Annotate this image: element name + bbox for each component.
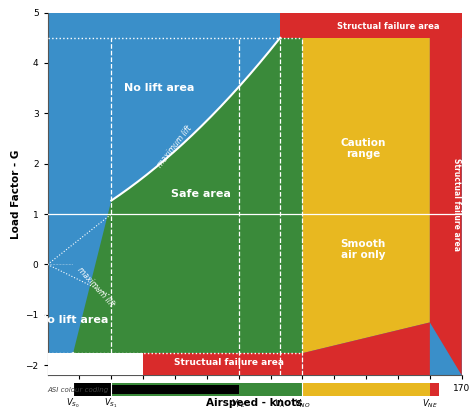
Text: Structual failure area: Structual failure area	[337, 22, 439, 31]
Text: maximum lift: maximum lift	[75, 265, 116, 309]
Bar	[430, 383, 439, 396]
Bar	[111, 383, 302, 396]
Bar	[111, 383, 302, 396]
Polygon shape	[302, 38, 430, 353]
Text: $V_A$: $V_A$	[275, 397, 286, 410]
Text: Structual failure area: Structual failure area	[453, 158, 461, 251]
Text: No lift area: No lift area	[124, 83, 194, 93]
Text: Caution
range: Caution range	[340, 138, 386, 160]
Text: $V_{S_1}$: $V_{S_1}$	[105, 396, 118, 410]
Text: maximum lift: maximum lift	[156, 123, 194, 169]
X-axis label: Airspeed - knots: Airspeed - knots	[207, 397, 303, 407]
Text: $V_{NE}$: $V_{NE}$	[422, 397, 438, 410]
Polygon shape	[143, 353, 302, 375]
Polygon shape	[430, 38, 462, 375]
Bar	[73, 386, 239, 394]
Text: No lift area: No lift area	[38, 315, 108, 325]
Polygon shape	[73, 38, 302, 403]
Polygon shape	[302, 323, 430, 375]
Text: Safe area: Safe area	[170, 189, 230, 199]
Bar	[73, 383, 239, 396]
Text: $V_{FE}$: $V_{FE}$	[231, 397, 246, 410]
Text: $V_{NO}$: $V_{NO}$	[294, 397, 311, 410]
Polygon shape	[280, 13, 462, 38]
Bar	[302, 383, 430, 396]
Text: ASI colour coding: ASI colour coding	[48, 387, 109, 393]
Text: Structual failure area: Structual failure area	[174, 358, 284, 367]
Text: Smooth
air only: Smooth air only	[340, 239, 386, 260]
Y-axis label: Load Factor - G: Load Factor - G	[11, 149, 21, 239]
Polygon shape	[48, 353, 143, 375]
Text: $V_{S_0}$: $V_{S_0}$	[66, 396, 80, 410]
